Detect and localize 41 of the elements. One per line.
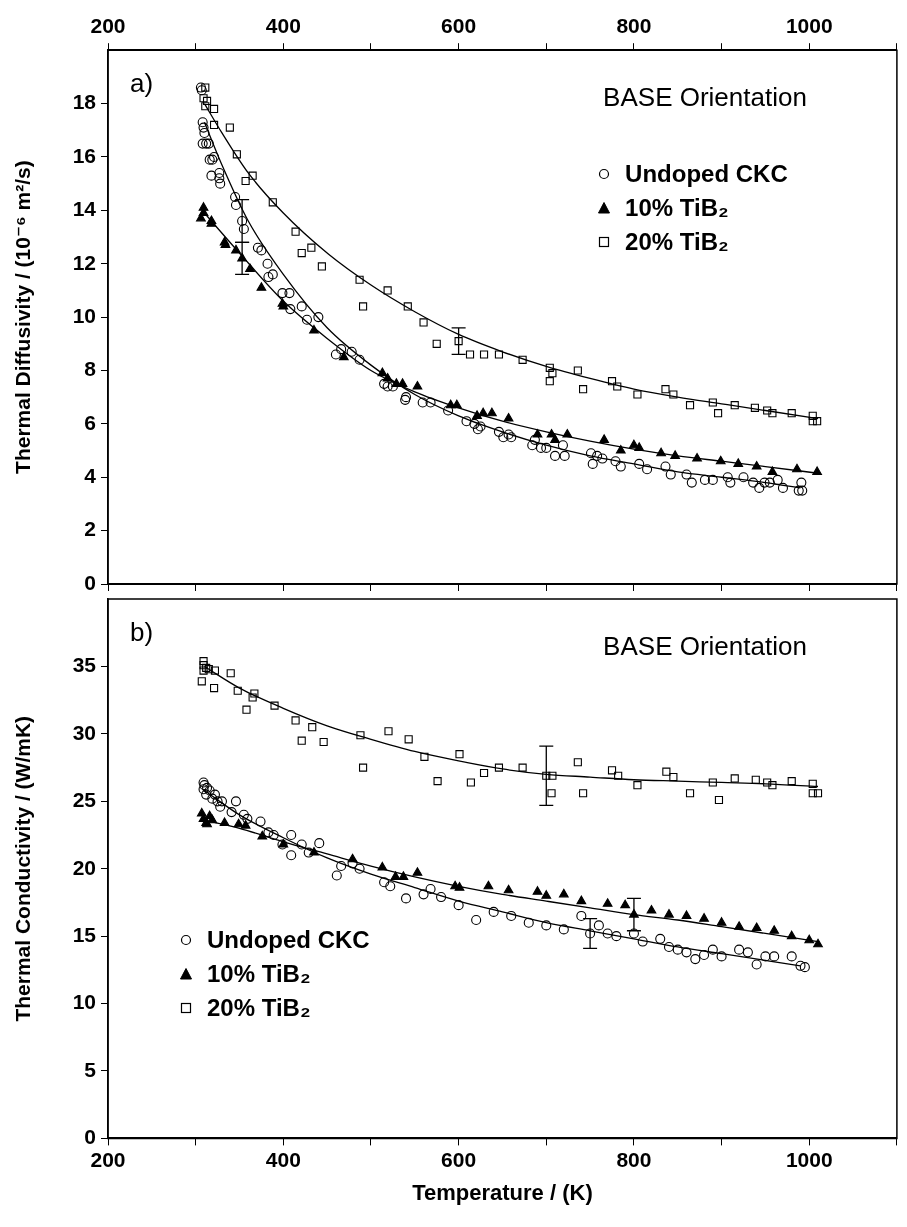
x-tick-label: 600 — [441, 1147, 477, 1171]
y-tick-label: 16 — [72, 143, 96, 167]
annotation: b) — [130, 617, 154, 648]
legend-label: 20% TiB₂ — [207, 992, 311, 1023]
y-tick-label: 14 — [72, 197, 97, 221]
x-axis-title: Temperature / (K) — [412, 1179, 593, 1205]
x-tick-label: 400 — [265, 1147, 301, 1171]
legend-label: 10% TiB₂ — [625, 192, 729, 223]
y-axis-title: Thermal Conductivity / (W/mK) — [11, 715, 35, 1022]
y-tick-label: 4 — [84, 464, 97, 488]
y-tick-label: 18 — [72, 90, 97, 114]
y-tick-label: 0 — [84, 570, 96, 594]
y-tick-label: 20 — [72, 855, 96, 879]
x2-tick-label: 200 — [90, 14, 126, 38]
x2-tick-label: 1000 — [785, 14, 833, 38]
x2-tick-label: 800 — [616, 14, 652, 38]
legend-label: 20% TiB₂ — [625, 226, 729, 257]
y-tick-label: 30 — [72, 720, 96, 744]
y-tick-label: 15 — [72, 922, 97, 946]
y-tick-label: 2 — [84, 517, 96, 541]
x-tick-label: 800 — [616, 1147, 652, 1171]
legend-label: 10% TiB₂ — [207, 958, 311, 989]
y-tick-label: 25 — [72, 788, 97, 812]
annotation: BASE Orientation — [603, 82, 807, 113]
y-tick-label: 10 — [72, 303, 96, 327]
x-tick-label: 200 — [90, 1147, 126, 1171]
y-tick-label: 5 — [84, 1057, 97, 1081]
x-tick-label: 1000 — [785, 1147, 833, 1171]
x2-tick-label: 600 — [441, 14, 477, 38]
y-tick-label: 12 — [72, 250, 96, 274]
annotation: a) — [130, 68, 154, 99]
y-axis-title: Thermal Diffusivity / (10⁻⁶ m²/s) — [11, 160, 35, 474]
annotation: BASE Orientation — [603, 631, 807, 662]
legend-label: Undoped CKC — [625, 158, 788, 189]
y-tick-label: 6 — [84, 410, 96, 434]
y-tick-label: 10 — [72, 990, 96, 1014]
y-tick-label: 35 — [72, 653, 97, 677]
legend-label: Undoped CKC — [207, 924, 370, 955]
y-tick-label: 8 — [84, 357, 97, 381]
x2-tick-label: 400 — [265, 14, 301, 38]
y-tick-label: 0 — [84, 1125, 96, 1149]
